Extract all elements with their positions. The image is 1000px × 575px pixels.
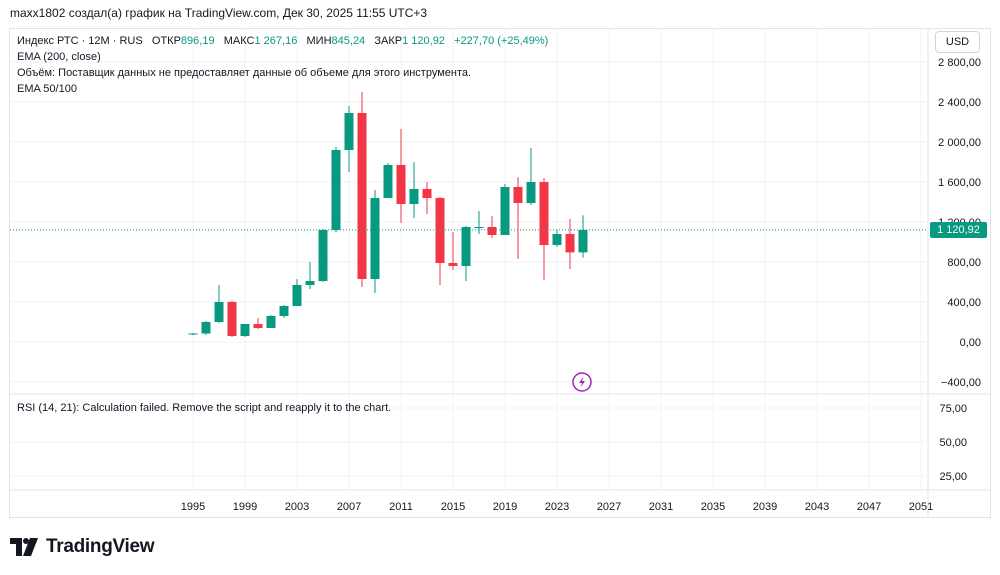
x-tick-label: 2031 bbox=[649, 501, 673, 513]
candle-body-2003 bbox=[292, 285, 302, 306]
close-label: ЗАКР bbox=[374, 35, 403, 47]
x-tick-label: 2015 bbox=[441, 501, 465, 513]
current-price-tag: 1 120,92 bbox=[930, 222, 987, 238]
candle-body-2024 bbox=[565, 234, 575, 253]
symbol-name[interactable]: Индекс РТС · 12M · RUS bbox=[17, 35, 143, 47]
candle-body-2007 bbox=[344, 113, 354, 150]
candle-body-2010 bbox=[383, 165, 393, 198]
candle-body-2017 bbox=[474, 227, 484, 228]
legend-ema50-100[interactable]: EMA 50/100 bbox=[17, 83, 77, 95]
chart-frame bbox=[9, 28, 991, 518]
candle-body-1995 bbox=[188, 333, 198, 335]
x-tick-label: 2007 bbox=[337, 501, 361, 513]
open-label: ОТКР bbox=[151, 35, 181, 47]
candle-body-2012 bbox=[409, 189, 419, 204]
y-tick-label: 1 600,00 bbox=[938, 177, 981, 189]
candle-body-2004 bbox=[305, 281, 315, 285]
candle-body-2021 bbox=[526, 182, 536, 203]
x-tick-label: 2027 bbox=[597, 501, 621, 513]
change-value: +227,70 (+25,49%) bbox=[454, 35, 549, 47]
candle-body-2009 bbox=[370, 198, 380, 279]
candle-body-1996 bbox=[201, 322, 211, 334]
x-tick-label: 1995 bbox=[181, 501, 205, 513]
x-tick-label: 2023 bbox=[545, 501, 569, 513]
y-tick-label: −400,00 bbox=[941, 377, 981, 389]
y-tick-label: 2 400,00 bbox=[938, 97, 981, 109]
candle-body-2016 bbox=[461, 227, 471, 266]
candle-body-2011 bbox=[396, 165, 406, 204]
high-value: 1 267,16 bbox=[254, 35, 298, 47]
y-tick-label: 2 000,00 bbox=[938, 137, 981, 149]
x-tick-label: 2035 bbox=[701, 501, 725, 513]
candle-body-1997 bbox=[214, 302, 224, 322]
x-tick-label: 2011 bbox=[389, 501, 413, 513]
candle-body-2025 bbox=[578, 229, 588, 253]
x-tick-label: 2043 bbox=[805, 501, 829, 513]
low-label: МИН bbox=[306, 35, 332, 47]
rsi-status-label[interactable]: RSI (14, 21): Calculation failed. Remove… bbox=[17, 402, 392, 414]
rsi-tick-label: 50,00 bbox=[939, 437, 967, 449]
legend-ema200[interactable]: EMA (200, close) bbox=[17, 51, 101, 63]
rsi-tick-label: 25,00 bbox=[939, 471, 967, 483]
candle-body-2022 bbox=[539, 182, 549, 245]
candle-body-1999 bbox=[240, 324, 250, 336]
chart-attribution: maxx1802 создал(а) график на TradingView… bbox=[10, 6, 428, 20]
open-value: 896,19 bbox=[180, 35, 215, 47]
logo-text: TradingView bbox=[46, 536, 155, 557]
candle-body-2006 bbox=[331, 150, 341, 230]
candle-body-2014 bbox=[435, 198, 445, 263]
x-tick-label: 2039 bbox=[753, 501, 777, 513]
candle-body-2005 bbox=[318, 230, 328, 281]
candle-body-2013 bbox=[422, 189, 432, 198]
rsi-tick-label: 75,00 bbox=[939, 403, 967, 415]
high-label: МАКС bbox=[223, 35, 255, 47]
candle-body-2000 bbox=[253, 324, 263, 328]
tradingview-logo-icon bbox=[10, 538, 38, 556]
x-tick-label: 1999 bbox=[233, 501, 257, 513]
y-tick-label: 2 800,00 bbox=[938, 57, 981, 69]
x-tick-label: 2051 bbox=[909, 501, 933, 513]
candle-body-2001 bbox=[266, 316, 276, 328]
x-tick-label: 2003 bbox=[285, 501, 309, 513]
candle-body-2018 bbox=[487, 227, 497, 235]
x-tick-label: 2047 bbox=[857, 501, 881, 513]
tradingview-logo[interactable]: TradingView bbox=[10, 536, 155, 558]
close-value: 1 120,92 bbox=[402, 35, 445, 47]
candle-body-2020 bbox=[513, 187, 523, 203]
candle-body-2008 bbox=[357, 113, 367, 279]
y-tick-label: 800,00 bbox=[947, 257, 981, 269]
currency-button[interactable]: USD bbox=[935, 31, 980, 53]
y-tick-label: 0,00 bbox=[960, 337, 981, 349]
candle-body-1998 bbox=[227, 302, 237, 336]
lightning-bolt-icon bbox=[579, 376, 585, 388]
x-tick-label: 2019 bbox=[493, 501, 517, 513]
low-value: 845,24 bbox=[331, 35, 366, 47]
legend-ohlc-row: Индекс РТС · 12M · RUS ОТКР896,19 МАКС1 … bbox=[17, 33, 548, 49]
candle-body-2002 bbox=[279, 306, 289, 316]
y-tick-label: 400,00 bbox=[947, 297, 981, 309]
candle-body-2019 bbox=[500, 187, 510, 235]
chart-legend: Индекс РТС · 12M · RUS ОТКР896,19 МАКС1 … bbox=[17, 33, 548, 97]
legend-volume-note[interactable]: Объём: Поставщик данных не предоставляет… bbox=[17, 67, 472, 79]
candle-body-2015 bbox=[448, 263, 458, 266]
candle-body-2023 bbox=[552, 234, 562, 245]
